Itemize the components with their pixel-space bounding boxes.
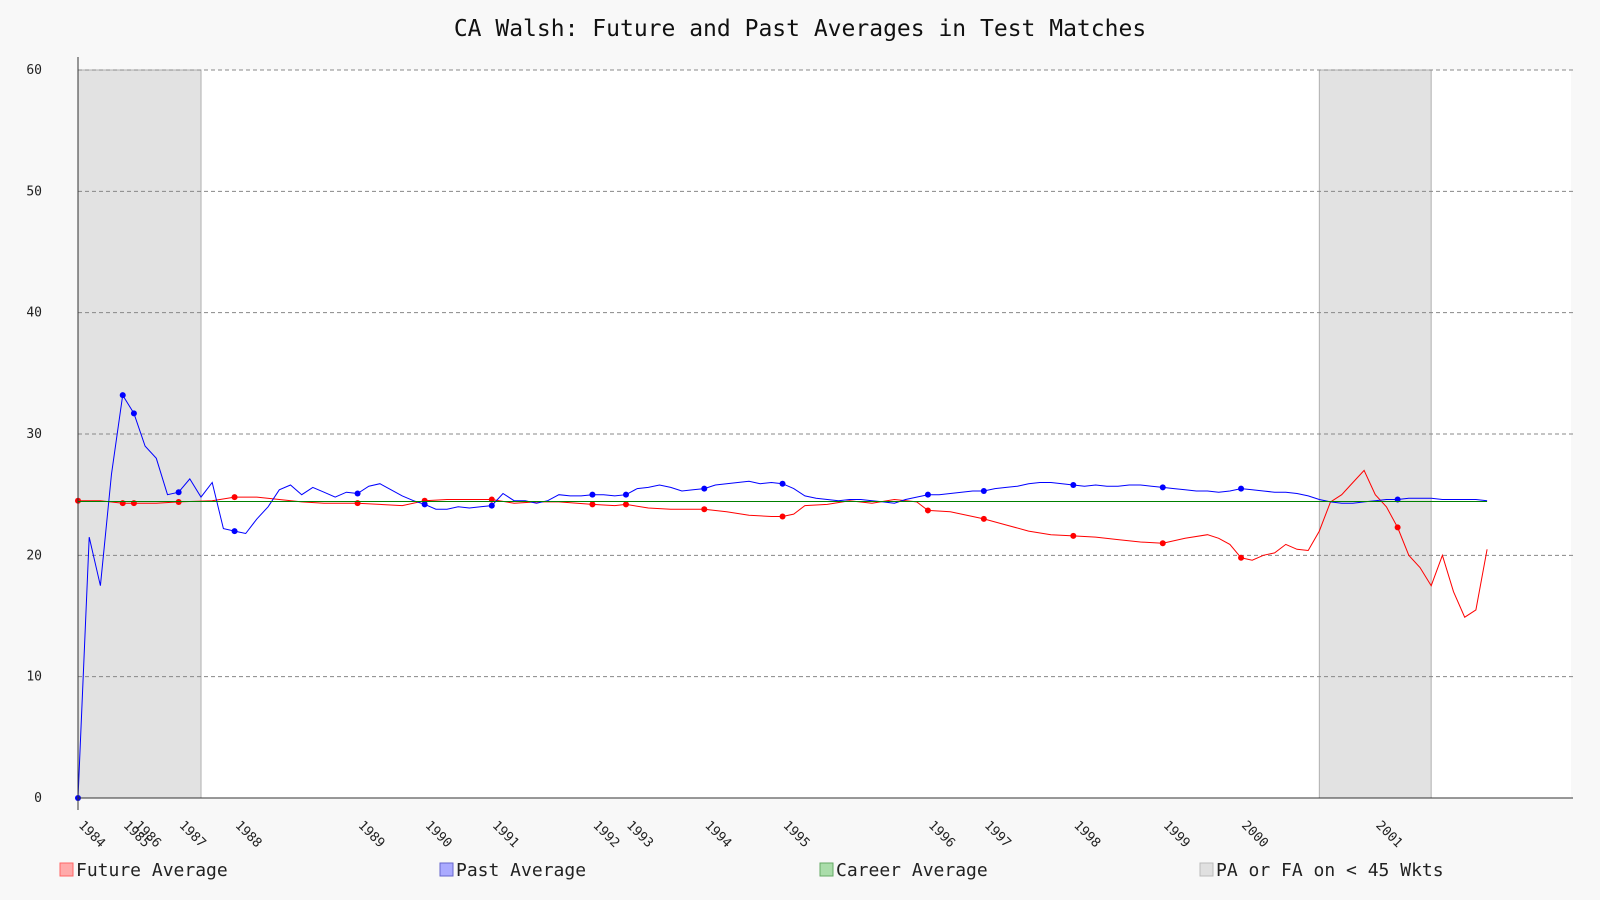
data-point <box>421 501 428 508</box>
legend-swatch <box>819 862 834 877</box>
data-point <box>231 528 238 535</box>
data-point <box>231 494 238 501</box>
data-point <box>701 506 708 513</box>
y-tick-label: 60 <box>26 63 42 78</box>
data-point <box>589 491 596 498</box>
data-point <box>354 490 361 497</box>
data-point <box>130 410 137 417</box>
data-point <box>779 480 786 487</box>
x-tick-label: 1995 <box>780 818 813 851</box>
x-tick-label: 1993 <box>623 818 656 851</box>
legend-label: Past Average <box>456 860 586 881</box>
data-point <box>980 488 987 495</box>
legend: Future Average Past Average Career Average… <box>59 860 1444 881</box>
chart-title: CA Walsh: Future and Past Averages in Te… <box>454 16 1146 42</box>
data-point <box>924 491 931 498</box>
data-point <box>119 392 126 399</box>
y-tick-label: 10 <box>26 670 42 685</box>
x-tick-label: 1994 <box>701 818 734 851</box>
y-tick-label: 50 <box>26 184 42 199</box>
shaded-region-1 <box>77 69 202 799</box>
x-tick-label: 1991 <box>489 818 522 851</box>
legend-label: Career Average <box>836 860 988 881</box>
x-tick-label: 1990 <box>422 818 455 851</box>
data-point <box>622 501 629 508</box>
x-tick-label: 2001 <box>1372 818 1405 851</box>
data-point <box>1159 540 1166 547</box>
data-point <box>488 502 495 509</box>
legend-label: Future Average <box>76 860 228 881</box>
x-tick-label: 1989 <box>355 818 388 851</box>
data-point <box>779 513 786 520</box>
x-tick-label: 1984 <box>75 818 108 851</box>
x-tick-label: 1987 <box>176 818 209 851</box>
y-tick-label: 0 <box>34 791 42 806</box>
y-tick-label: 40 <box>26 306 42 321</box>
y-tick-label: 20 <box>26 548 42 563</box>
grid: 0 10 20 30 40 50 60 <box>26 63 1573 806</box>
data-point <box>622 491 629 498</box>
data-point <box>1238 485 1245 492</box>
x-tick-label: 1992 <box>590 818 623 851</box>
series-line-future-average <box>78 469 1488 618</box>
data-point <box>175 489 182 496</box>
data-point <box>701 485 708 492</box>
x-tick-label: 1996 <box>925 818 958 851</box>
data-point <box>980 515 987 522</box>
data-point <box>589 501 596 508</box>
legend-swatch <box>1199 862 1214 877</box>
data-point <box>1238 554 1245 561</box>
data-point <box>1394 524 1401 531</box>
legend-swatch <box>59 862 74 877</box>
data-point <box>1159 484 1166 491</box>
x-tick-label: 1988 <box>232 818 265 851</box>
series <box>75 392 1488 801</box>
x-tick-label: 1999 <box>1160 818 1193 851</box>
data-point <box>924 507 931 514</box>
legend-swatch <box>439 862 454 877</box>
y-tick-label: 30 <box>26 427 42 442</box>
x-tick-label: 2000 <box>1238 818 1271 851</box>
legend-label: PA or FA on < 45 Wkts <box>1216 860 1444 881</box>
data-point <box>1070 481 1077 488</box>
x-tick-label: 1998 <box>1070 818 1103 851</box>
data-point <box>1070 532 1077 539</box>
x-tick-label: 1997 <box>981 818 1014 851</box>
